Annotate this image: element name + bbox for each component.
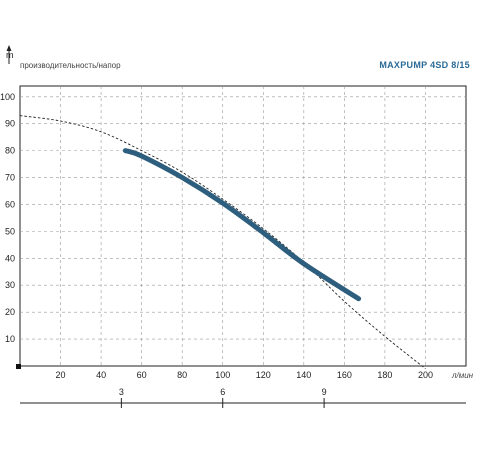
y-tick-label: 40 <box>5 253 15 263</box>
x-tick-label: 180 <box>377 370 392 380</box>
y-tick-label: 90 <box>5 119 15 129</box>
operating-range-curve <box>122 148 362 302</box>
secondary-axis-tick-label: 6 <box>220 387 225 397</box>
y-tick-labels: 10 20 30 40 50 60 70 80 90 100 <box>0 92 15 344</box>
y-tick-label: 50 <box>5 226 15 236</box>
y-tick-label: 60 <box>5 199 15 209</box>
dashed-pump-curve <box>19 115 426 370</box>
y-tick-label: 100 <box>0 92 15 102</box>
x-tick-label: 40 <box>96 370 106 380</box>
secondary-axis-tick-label: 3 <box>119 387 124 397</box>
x-tick-label: 140 <box>296 370 311 380</box>
x-tick-label: 160 <box>337 370 352 380</box>
x-tick-label: 80 <box>177 370 187 380</box>
x-tick-labels: 20 40 60 80 100 120 140 160 180 200 <box>56 370 433 380</box>
secondary-axis-tick-label: 9 <box>322 387 327 397</box>
x-tick-label: 20 <box>56 370 66 380</box>
y-axis-arrow-icon <box>6 45 12 51</box>
plot-frame <box>19 85 467 367</box>
y-tick-label: 30 <box>5 280 15 290</box>
y-tick-label: 80 <box>5 146 15 156</box>
y-tick-label: 20 <box>5 307 15 317</box>
series-group <box>19 115 426 370</box>
origin-marker <box>16 364 21 369</box>
chart-header: m производительность/напор MAXPUMP 4SD 8… <box>6 45 470 70</box>
x-tick-label: 100 <box>215 370 230 380</box>
grid-lines <box>20 86 466 366</box>
x-axis-unit: л/мин <box>451 371 474 380</box>
y-axis-unit: m <box>6 50 14 60</box>
x-tick-label: 60 <box>137 370 147 380</box>
chart-subtitle: производительность/напор <box>20 61 121 70</box>
secondary-axis-ticks: 3 6 9 <box>119 387 327 408</box>
x-tick-label: 200 <box>418 370 433 380</box>
y-tick-label: 70 <box>5 173 15 183</box>
x-tick-label: 120 <box>256 370 271 380</box>
chart-title: MAXPUMP 4SD 8/15 <box>379 60 470 70</box>
y-tick-label: 10 <box>5 334 15 344</box>
